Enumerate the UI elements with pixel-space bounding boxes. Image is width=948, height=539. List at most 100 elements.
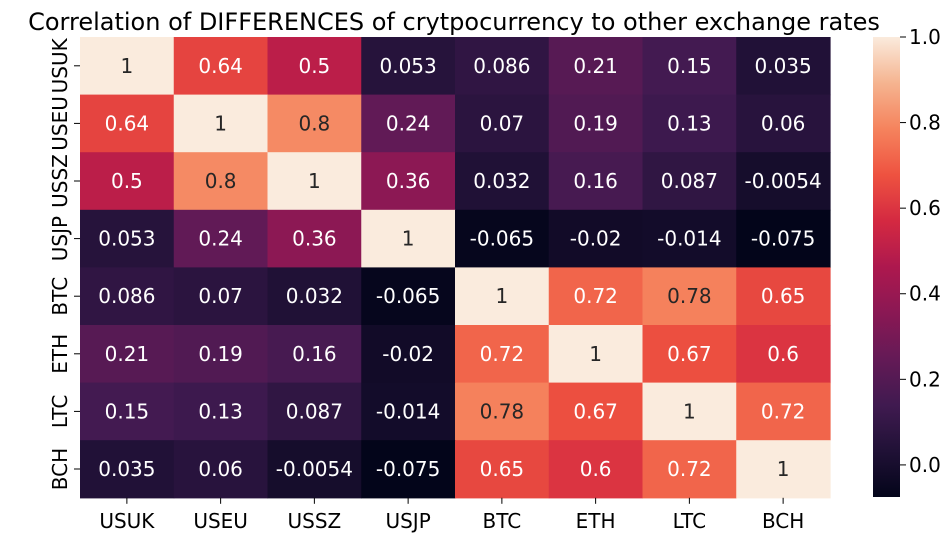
cell-value-label: 0.24	[386, 111, 431, 135]
heatmap-cell	[173, 325, 269, 384]
cell-value-label: 1	[589, 342, 602, 366]
heatmap-cell	[80, 267, 175, 326]
heatmap-cell	[736, 94, 831, 153]
heatmap-cell	[455, 325, 550, 384]
heatmap-cell	[642, 37, 737, 96]
colorbar-tick-label: 1.0	[909, 25, 941, 49]
cell-value-label: 1	[121, 54, 134, 78]
cell-value-label: 0.087	[286, 399, 343, 423]
cell-value-label: 1	[777, 457, 790, 481]
heatmap-cell	[267, 37, 362, 96]
cell-value-label: 0.032	[473, 169, 530, 193]
x-tick-label: USSZ	[288, 509, 342, 533]
heatmap-cell	[361, 152, 456, 211]
cell-value-label: 1	[402, 227, 415, 251]
cell-value-label: 0.053	[379, 54, 436, 78]
heatmap-cells: 1 0.64 0.5 0.053 0.086 0.21 0.15 0.035 0.64 1 0.8 0…	[80, 37, 831, 499]
heatmap-cell	[267, 440, 362, 499]
cell-value-label: 0.5	[111, 169, 143, 193]
cell-value-label: 0.16	[292, 342, 337, 366]
cell-value-label: 0.8	[205, 169, 237, 193]
heatmap-cell	[642, 94, 737, 153]
cell-value-label: 0.035	[754, 54, 811, 78]
heatmap-cell	[642, 209, 737, 268]
heatmap-cell	[80, 440, 175, 499]
heatmap-cell	[736, 152, 831, 211]
x-tick-label: LTC	[673, 509, 706, 533]
cell-value-label: 0.6	[580, 457, 612, 481]
cell-value-label: 0.72	[573, 284, 618, 308]
cell-value-label: 0.72	[480, 342, 525, 366]
heatmap-cell	[642, 267, 737, 326]
heatmap-cell	[548, 382, 644, 441]
heatmap-cell	[361, 382, 456, 441]
heatmap-cell	[80, 37, 175, 96]
heatmap-cell	[455, 209, 550, 268]
heatmap-cell	[548, 209, 644, 268]
cell-value-label: 0.07	[480, 111, 525, 135]
cell-value-label: -0.014	[376, 399, 440, 423]
heatmap-cell	[80, 382, 175, 441]
cell-value-label: 0.19	[573, 111, 618, 135]
heatmap-cell	[361, 267, 456, 326]
heatmap-cell	[548, 94, 644, 153]
cell-value-label: 0.78	[667, 284, 712, 308]
cell-value-label: -0.065	[470, 227, 534, 251]
heatmap-cell	[173, 152, 269, 211]
heatmap-cell	[80, 152, 175, 211]
heatmap-cell	[642, 440, 737, 499]
cell-value-label: 0.07	[198, 284, 243, 308]
y-tick-label: LTC	[48, 395, 72, 428]
heatmap-cell	[736, 37, 831, 96]
cell-value-label: 0.086	[98, 284, 155, 308]
heatmap-cell	[267, 267, 362, 326]
y-tick-label: USEU	[48, 96, 72, 151]
cell-value-label: 0.24	[198, 227, 243, 251]
cell-value-label: -0.014	[657, 227, 721, 251]
y-tick-label: ETH	[48, 334, 72, 374]
cell-value-label: 0.086	[473, 54, 530, 78]
cell-value-label: -0.02	[382, 342, 434, 366]
heatmap-cell	[267, 325, 362, 384]
heatmap-cell	[642, 152, 737, 211]
cell-value-label: 0.67	[573, 399, 618, 423]
heatmap-cell	[548, 152, 644, 211]
colorbar-gradient	[873, 37, 900, 497]
heatmap-cell	[173, 382, 269, 441]
heatmap-cell	[548, 37, 644, 96]
cell-value-label: -0.065	[376, 284, 440, 308]
heatmap-cell	[267, 209, 362, 268]
cell-value-label: 0.8	[298, 111, 330, 135]
x-axis: USUK USEU USSZ USJP BTC ETH LTC BCH	[99, 497, 804, 533]
cell-value-label: 0.13	[198, 399, 243, 423]
cell-value-label: 0.035	[98, 457, 155, 481]
cell-value-label: 0.087	[661, 169, 718, 193]
cell-value-label: 0.78	[480, 399, 525, 423]
heatmap-cell	[361, 325, 456, 384]
heatmap-cell	[361, 440, 456, 499]
heatmap-cell	[455, 267, 550, 326]
y-tick-label: USUK	[48, 37, 72, 93]
heatmap-cell	[173, 37, 269, 96]
cell-value-label: 0.72	[761, 399, 806, 423]
cell-value-label: -0.0054	[745, 169, 822, 193]
y-tick-label: BCH	[48, 448, 72, 490]
y-tick-label: USSZ	[48, 154, 72, 208]
cell-value-label: 0.5	[298, 54, 330, 78]
heatmap-cell	[173, 209, 269, 268]
heatmap-cell	[455, 152, 550, 211]
cell-value-label: 0.06	[761, 111, 806, 135]
colorbar-tick-label: 0.8	[909, 111, 941, 135]
heatmap-cell	[455, 94, 550, 153]
heatmap-cell	[548, 440, 644, 499]
heatmap-cell	[173, 94, 269, 153]
cell-value-label: 0.36	[292, 227, 337, 251]
cell-value-label: 0.21	[573, 54, 618, 78]
heatmap-cell	[455, 37, 550, 96]
heatmap-cell	[736, 267, 831, 326]
colorbar: 0.0 0.2 0.4 0.6 0.8 1.0	[873, 25, 941, 497]
colorbar-tick-label: 0.4	[909, 282, 941, 306]
cell-value-label: 0.67	[667, 342, 712, 366]
heatmap-cell	[455, 382, 550, 441]
